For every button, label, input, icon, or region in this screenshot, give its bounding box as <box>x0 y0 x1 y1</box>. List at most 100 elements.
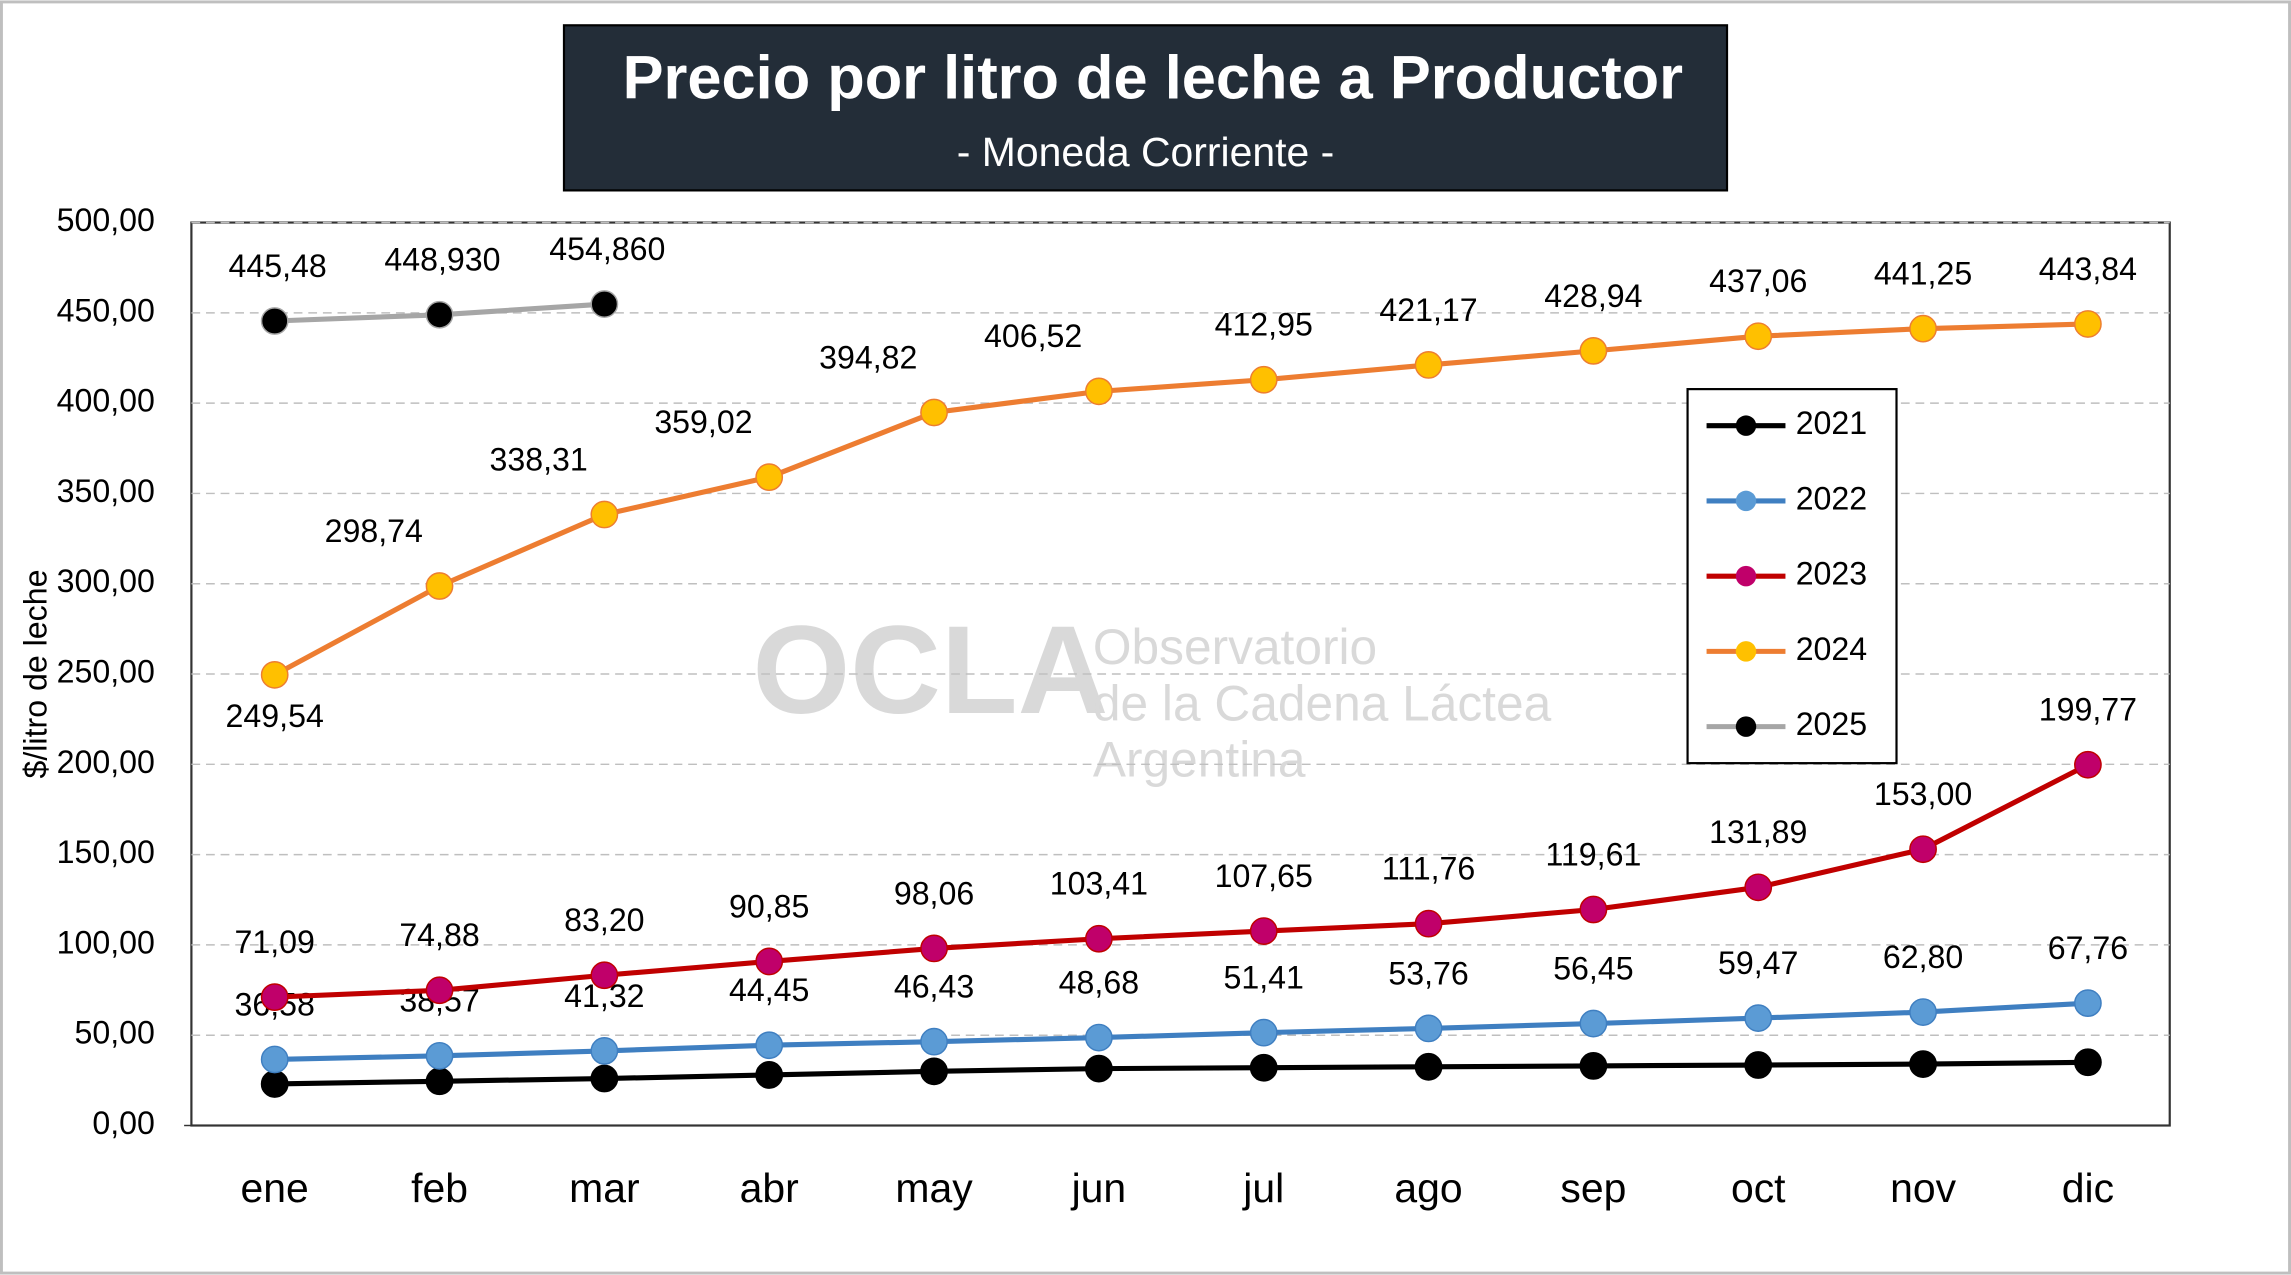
watermark-text: de la Cadena Láctea <box>1093 676 1552 732</box>
title-box <box>562 24 1729 192</box>
y-tick-label: 350,00 <box>57 473 155 509</box>
series-marker <box>1744 1051 1773 1079</box>
data-label: 83,20 <box>564 902 644 938</box>
series-marker <box>425 300 454 329</box>
series-marker <box>2074 750 2102 779</box>
series-marker <box>1579 1009 1608 1038</box>
series-marker <box>1249 365 1278 394</box>
data-label: 46,43 <box>894 969 974 1005</box>
series-marker <box>1744 322 1773 351</box>
y-tick-label: 450,00 <box>57 292 155 328</box>
data-label: 107,65 <box>1215 858 1313 894</box>
series-marker <box>260 1070 289 1098</box>
legend-label: 2023 <box>1796 556 1867 592</box>
data-label: 67,76 <box>2048 930 2128 966</box>
legend-marker <box>1735 415 1757 436</box>
series-marker <box>755 1061 784 1089</box>
series-marker <box>260 660 289 689</box>
data-label: 394,82 <box>819 339 917 375</box>
legend-label: 2024 <box>1796 631 1867 667</box>
series-line <box>274 1059 2088 1087</box>
series-marker <box>590 290 619 318</box>
series-line <box>274 1000 2089 1063</box>
data-label: 98,06 <box>894 875 974 911</box>
series-marker <box>260 307 289 335</box>
series-marker <box>755 947 784 976</box>
series-marker <box>1909 1050 1937 1078</box>
y-tick-label: 250,00 <box>57 654 155 690</box>
data-label: 249,54 <box>226 698 324 734</box>
x-tick-label: feb <box>411 1165 468 1211</box>
series-marker <box>755 463 784 492</box>
series-marker <box>1249 1018 1278 1047</box>
data-label: 443,84 <box>2039 251 2137 287</box>
series-marker <box>2074 1048 2102 1077</box>
series-marker <box>1084 377 1113 406</box>
y-tick-label: 50,00 <box>74 1015 154 1051</box>
series-marker <box>590 961 619 990</box>
series-marker <box>1579 336 1608 365</box>
x-tick-label: sep <box>1560 1165 1626 1211</box>
series-marker <box>425 976 454 1005</box>
data-label: 412,95 <box>1215 307 1313 343</box>
series-marker <box>1084 1023 1113 1052</box>
series-marker <box>1414 1014 1443 1043</box>
data-label: 338,31 <box>489 441 587 477</box>
data-label: 56,45 <box>1553 950 1633 986</box>
legend-marker <box>1735 565 1757 587</box>
y-tick-label: 100,00 <box>57 924 155 960</box>
series-marker <box>590 1064 619 1093</box>
data-label: 131,89 <box>1709 814 1807 850</box>
legend-marker <box>1735 490 1757 512</box>
series-marker <box>1084 1054 1113 1083</box>
x-tick-label: ene <box>241 1165 309 1211</box>
series-marker <box>2074 989 2102 1018</box>
series-marker <box>1579 895 1608 924</box>
data-label: 199,77 <box>2039 692 2137 728</box>
series-marker <box>1909 835 1937 864</box>
data-label: 48,68 <box>1059 964 1139 1000</box>
series-marker <box>755 1031 784 1060</box>
data-label: 428,94 <box>1544 278 1642 314</box>
series-marker <box>1249 1053 1278 1082</box>
data-label: 153,00 <box>1874 776 1972 812</box>
x-tick-label: ago <box>1394 1165 1462 1211</box>
series-marker <box>1414 909 1443 938</box>
series-marker <box>1744 873 1773 902</box>
legend-label: 2021 <box>1796 405 1867 441</box>
x-tick-label: nov <box>1890 1165 1957 1211</box>
series-marker <box>425 1067 454 1096</box>
y-tick-label: 400,00 <box>57 383 155 419</box>
legend-marker <box>1735 641 1757 662</box>
data-label: 103,41 <box>1050 866 1148 902</box>
y-tick-label: 300,00 <box>57 563 155 599</box>
series-marker <box>590 1037 619 1065</box>
series-marker <box>920 934 948 963</box>
data-label: 421,17 <box>1379 292 1477 328</box>
x-tick-label: abr <box>740 1165 799 1211</box>
series-marker <box>920 398 948 427</box>
watermark-text: Argentina <box>1093 731 1306 787</box>
legend-marker <box>1735 716 1757 737</box>
y-tick-label: 200,00 <box>57 744 155 780</box>
series-marker <box>260 1045 289 1074</box>
data-label: 119,61 <box>1545 836 1641 872</box>
y-tick-label: 150,00 <box>57 834 155 870</box>
y-axis-label: $/litro de leche <box>17 570 53 779</box>
watermark: OCLA Observatorio de la Cadena Láctea Ar… <box>752 599 1551 787</box>
series-marker <box>1249 917 1278 945</box>
data-label: 359,02 <box>654 404 752 440</box>
y-tick-label: 500,00 <box>57 202 155 238</box>
data-label: 59,47 <box>1718 945 1798 981</box>
series-line <box>274 762 2090 1000</box>
series-marker <box>1579 1052 1608 1080</box>
series-marker <box>1744 1004 1773 1032</box>
data-label: 441,25 <box>1874 256 1972 292</box>
watermark-text: OCLA <box>752 599 1108 740</box>
series-marker <box>1909 314 1937 343</box>
data-label: 53,76 <box>1388 955 1468 991</box>
data-label: 437,06 <box>1709 263 1807 299</box>
series-marker <box>1414 1052 1443 1081</box>
series-marker <box>1909 998 1937 1026</box>
